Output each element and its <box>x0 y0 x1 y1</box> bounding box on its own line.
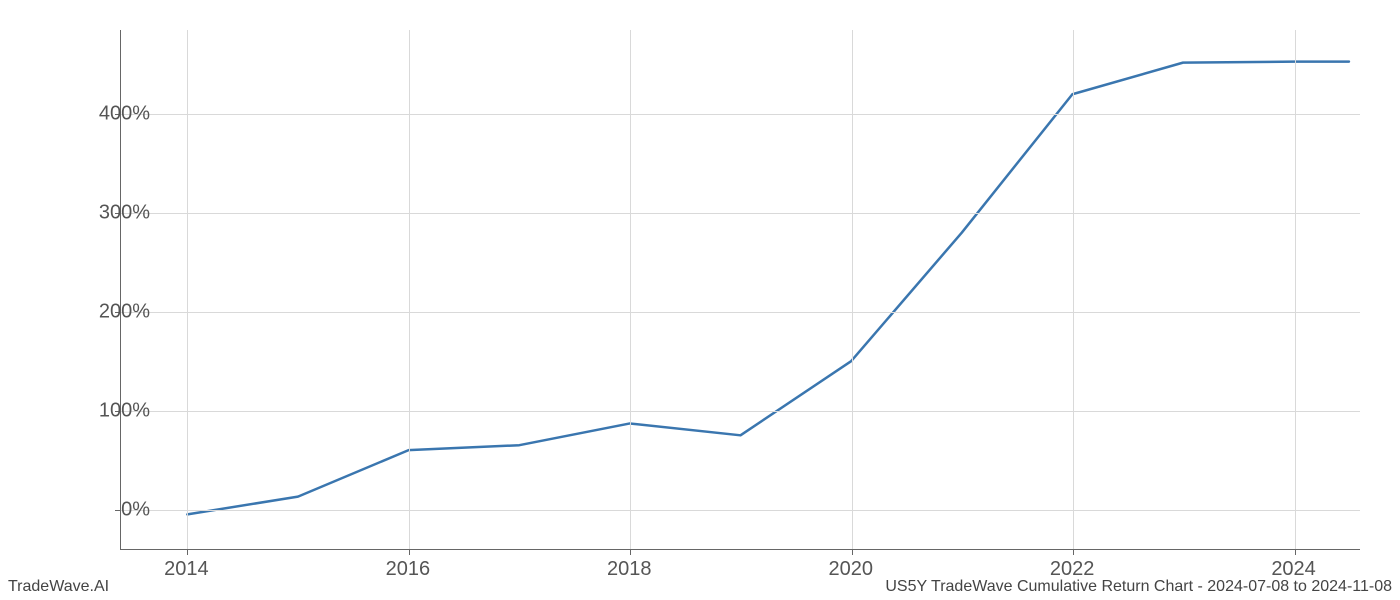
grid-line-horizontal <box>121 213 1360 214</box>
grid-line-horizontal <box>121 312 1360 313</box>
grid-line-horizontal <box>121 411 1360 412</box>
x-tick-label: 2022 <box>1050 558 1095 581</box>
chart-plot-area <box>120 30 1360 550</box>
grid-line-vertical <box>852 30 853 549</box>
x-tick-mark <box>1295 549 1296 555</box>
x-tick-mark <box>187 549 188 555</box>
footer-brand: TradeWave.AI <box>8 578 109 596</box>
x-tick-mark <box>630 549 631 555</box>
y-tick-label: 300% <box>99 202 150 225</box>
grid-line-vertical <box>1073 30 1074 549</box>
x-tick-mark <box>852 549 853 555</box>
plot-frame <box>120 30 1360 550</box>
series-line <box>187 62 1349 515</box>
x-tick-label: 2020 <box>828 558 873 581</box>
x-tick-label: 2024 <box>1271 558 1316 581</box>
y-tick-label: 200% <box>99 301 150 324</box>
grid-line-vertical <box>409 30 410 549</box>
x-tick-label: 2016 <box>386 558 431 581</box>
grid-line-vertical <box>630 30 631 549</box>
y-tick-label: 100% <box>99 400 150 423</box>
x-tick-label: 2014 <box>164 558 209 581</box>
grid-line-vertical <box>187 30 188 549</box>
y-tick-mark <box>115 510 121 511</box>
x-tick-label: 2018 <box>607 558 652 581</box>
y-tick-label: 0% <box>121 499 150 522</box>
x-tick-mark <box>409 549 410 555</box>
grid-line-horizontal <box>121 114 1360 115</box>
line-chart-svg <box>121 30 1360 549</box>
grid-line-vertical <box>1295 30 1296 549</box>
footer-caption: US5Y TradeWave Cumulative Return Chart -… <box>885 578 1392 596</box>
y-tick-label: 400% <box>99 103 150 126</box>
grid-line-horizontal <box>121 510 1360 511</box>
x-tick-mark <box>1073 549 1074 555</box>
